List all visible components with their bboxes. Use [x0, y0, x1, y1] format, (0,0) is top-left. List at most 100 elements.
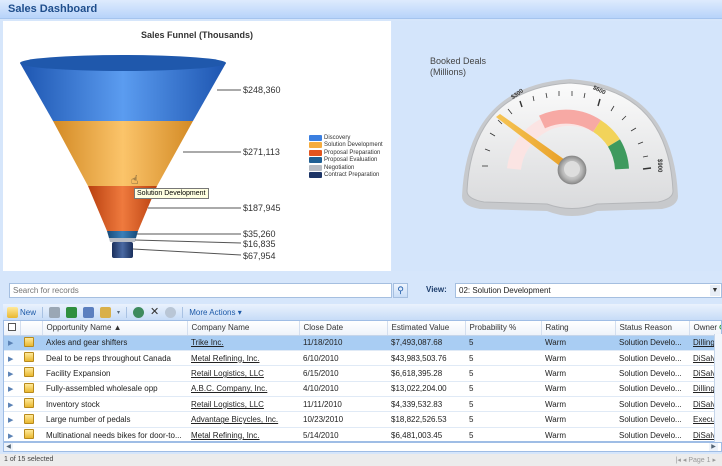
sales-funnel-chart: Sales Funnel (Thousands) $248,360 $271,1… — [3, 21, 391, 271]
share-icon[interactable] — [165, 306, 177, 318]
table-row[interactable]: ▶ Deal to be reps throughout Canada Meta… — [4, 350, 721, 367]
table-row[interactable]: ▶ Axles and gear shifters Trike Inc. 11/… — [4, 335, 721, 351]
column-header-owner[interactable]: Owner ⟳ — [689, 321, 721, 336]
cell-rating: Warm — [541, 411, 615, 428]
legend-swatch — [309, 164, 322, 171]
expand-row-icon[interactable]: ▶ — [8, 370, 14, 378]
funnel-segment-discovery — [20, 63, 226, 121]
cell-owner-link[interactable]: DiSalva — [689, 396, 721, 413]
cell-opportunity-name[interactable]: Fully-assembled wholesale opp — [42, 381, 187, 398]
cell-opportunity-name[interactable]: Deal to be reps throughout Canada — [42, 350, 187, 367]
cell-company-link[interactable]: Metal Refining, Inc. — [187, 427, 299, 441]
column-header-close-date[interactable]: Close Date — [299, 321, 388, 336]
cell-company-link[interactable]: Trike Inc. — [187, 335, 299, 351]
funnel-segment-proposal-evaluation — [107, 231, 138, 238]
table-row[interactable]: ▶ Facility Expansion Retail Logistics, L… — [4, 365, 721, 382]
column-header-estimated-value[interactable]: Estimated Value — [387, 321, 466, 336]
horizontal-scrollbar[interactable]: ◀ ▶ — [3, 442, 722, 452]
cell-opportunity-name[interactable]: Inventory stock — [42, 396, 187, 413]
hand-cursor-icon: ☝ — [131, 173, 139, 187]
opportunity-record-icon — [24, 413, 34, 424]
column-header-rating[interactable]: Rating — [541, 321, 616, 336]
cell-company-link[interactable]: Retail Logistics, LLC — [187, 365, 299, 382]
cell-close-date: 6/15/2010 — [299, 365, 387, 382]
cell-rating: Warm — [541, 350, 615, 367]
print-icon[interactable] — [49, 306, 61, 318]
reports-icon[interactable] — [100, 306, 112, 318]
expand-row-icon[interactable]: ▶ — [8, 401, 14, 409]
cell-owner-link[interactable]: Dillinger — [689, 335, 721, 351]
cell-close-date: 11/11/2010 — [299, 396, 387, 413]
expand-row-icon[interactable]: ▶ — [8, 386, 14, 394]
cell-probability: 5 — [465, 427, 541, 441]
cell-status-reason: Solution Develo... — [615, 381, 689, 398]
toolbar-separator — [126, 306, 128, 318]
chevron-down-icon[interactable]: ▼ — [710, 285, 720, 296]
search-input[interactable] — [9, 283, 392, 298]
table-row[interactable]: ▶ Multinational needs bikes for door-to.… — [4, 427, 721, 441]
table-row[interactable]: ▶ Fully-assembled wholesale opp A.B.C. C… — [4, 381, 721, 398]
funnel-graphic[interactable] — [3, 21, 391, 271]
assign-icon[interactable] — [133, 306, 145, 318]
legend-item-proposal-evaluation: Proposal Evaluation — [309, 157, 383, 165]
expand-row-icon[interactable]: ▶ — [8, 355, 14, 363]
more-actions-button[interactable]: More Actions ▾ — [189, 307, 242, 317]
cell-owner-link[interactable]: Dillinger — [689, 381, 721, 398]
scroll-right-icon[interactable]: ▶ — [709, 443, 718, 451]
select-all-checkbox[interactable] — [4, 321, 21, 336]
column-header-icon — [20, 321, 43, 336]
cell-status-reason: Solution Develo... — [615, 365, 689, 382]
cell-owner-link[interactable]: DiSalva — [689, 365, 721, 382]
pager[interactable]: |◂ ◂ Page 1 ▸ — [675, 457, 716, 464]
expand-row-icon[interactable]: ▶ — [8, 417, 14, 425]
table-row[interactable]: ▶ Large number of pedals Advantage Bicyc… — [4, 411, 721, 428]
new-button[interactable]: New — [7, 306, 36, 318]
cell-opportunity-name[interactable]: Axles and gear shifters — [42, 335, 187, 351]
search-button[interactable]: ⚲ — [393, 283, 408, 298]
funnel-value-label: $248,360 — [243, 85, 281, 95]
delete-icon[interactable]: ✕ — [150, 305, 160, 318]
chevron-down-icon[interactable]: ▾ — [117, 309, 121, 316]
cell-owner-link[interactable]: DiSalva — [689, 427, 721, 441]
cell-opportunity-name[interactable]: Large number of pedals — [42, 411, 187, 428]
cell-rating: Warm — [541, 365, 615, 382]
cell-rating: Warm — [541, 381, 615, 398]
expand-row-icon[interactable]: ▶ — [8, 340, 14, 348]
expand-row-icon[interactable]: ▶ — [8, 432, 14, 440]
cell-company-link[interactable]: Retail Logistics, LLC — [187, 396, 299, 413]
view-select[interactable]: 02: Solution Development ▼ — [455, 283, 722, 298]
cell-company-link[interactable]: Metal Refining, Inc. — [187, 350, 299, 367]
column-header-status-reason[interactable]: Status Reason — [615, 321, 690, 336]
table-row[interactable]: ▶ Inventory stock Retail Logistics, LLC … — [4, 396, 721, 413]
column-header-opportunity-name[interactable]: Opportunity Name ▲ — [42, 321, 188, 336]
column-header-company-name[interactable]: Company Name — [187, 321, 300, 336]
cell-close-date: 6/10/2010 — [299, 350, 387, 367]
refresh-icon[interactable]: ⟳ — [719, 323, 721, 332]
scroll-left-icon[interactable]: ◀ — [4, 443, 13, 451]
cell-company-link[interactable]: Advantage Bicycles, Inc. — [187, 411, 299, 428]
cell-opportunity-name[interactable]: Multinational needs bikes for door-to... — [42, 427, 187, 441]
cell-owner-link[interactable]: DiSalva — [689, 350, 721, 367]
legend-item-contract-preparation: Contract Preparation — [309, 172, 383, 180]
excel-export-icon[interactable] — [66, 306, 78, 318]
legend-swatch — [309, 157, 322, 164]
gauge-title: Booked Deals (Millions) — [430, 56, 487, 77]
funnel-value-label: $187,945 — [243, 203, 281, 213]
funnel-segment-solution-development — [53, 121, 193, 186]
cell-opportunity-name[interactable]: Facility Expansion — [42, 365, 187, 382]
opportunity-record-icon — [24, 367, 34, 378]
mail-merge-icon[interactable] — [83, 306, 95, 318]
cell-company-link[interactable]: A.B.C. Company, Inc. — [187, 381, 299, 398]
cell-rating: Warm — [541, 396, 615, 413]
legend-item-proposal-preparation: Proposal Preparation — [309, 149, 383, 157]
new-record-icon — [7, 306, 18, 318]
opportunity-record-icon — [24, 429, 34, 440]
cell-owner-link[interactable]: Executi — [689, 411, 721, 428]
column-header-probability[interactable]: Probability % — [465, 321, 542, 336]
cell-close-date: 5/14/2010 — [299, 427, 387, 441]
cell-rating: Warm — [541, 335, 615, 351]
vertical-scrollbar[interactable] — [714, 334, 722, 442]
opportunity-record-icon — [24, 352, 34, 363]
search-icon: ⚲ — [397, 285, 404, 296]
cell-probability: 5 — [465, 365, 541, 382]
